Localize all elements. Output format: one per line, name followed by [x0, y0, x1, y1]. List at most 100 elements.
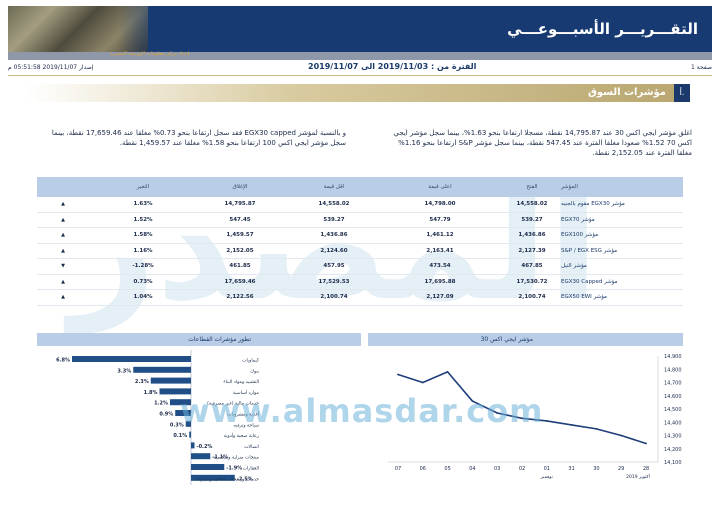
x-group-label: أكتوبر 2019 — [626, 473, 650, 480]
cell-name: مؤشر EGX50 EWI — [561, 294, 607, 301]
egx30-point — [545, 420, 548, 422]
cell-name: مؤشر EGX70 — [561, 216, 595, 223]
sector-bar — [170, 399, 191, 406]
cell-low: 17,529.53 — [318, 278, 350, 285]
x-tick-label: 30 — [593, 466, 599, 472]
sector-value-label: 3.3% — [117, 368, 131, 374]
x-tick-label: 05 — [444, 466, 450, 472]
cell-high: 473.54 — [429, 263, 451, 270]
sector-value-label: -2.5% — [237, 476, 253, 482]
egx30-point — [421, 381, 424, 384]
sector-category-label: رعاية صحية وأدوية — [224, 432, 259, 439]
y-tick-label: 14,400 — [664, 420, 682, 426]
x-tick-label: 31 — [568, 466, 574, 472]
egx30-point — [570, 424, 573, 426]
header-subbar — [8, 52, 712, 60]
report-title: التقـــريـــر الأسبـــوعـــي — [507, 20, 698, 38]
cell-prev: 2,100.74 — [518, 294, 546, 301]
table-row: مؤشر EGX70 539.27 547.79 539.27 547.45 1.52% ▲ — [37, 213, 683, 228]
sector-category-label: العقارات — [243, 467, 259, 472]
cell-name: مؤشر EGX100 — [561, 232, 599, 239]
x-tick-label: 06 — [420, 466, 426, 472]
sector-value-label: -1.1% — [212, 455, 228, 461]
x-tick-label: 28 — [643, 466, 649, 472]
egx30-point — [446, 371, 449, 373]
y-tick-label: 14,100 — [664, 460, 682, 466]
egx30-point — [397, 373, 399, 376]
egx30-point — [471, 400, 474, 402]
sector-value-label: 0.3% — [170, 422, 184, 428]
cell-name: مؤشر النيل — [561, 263, 587, 270]
cell-prev: 1,436.86 — [518, 232, 546, 239]
sector-category-label: سياحة وترفيه — [234, 423, 260, 428]
cell-change: 1.63% — [133, 201, 153, 208]
sector-value-label: -1.9% — [226, 466, 242, 472]
cell-low: 1,436.86 — [320, 232, 348, 239]
cell-low: 2,124.60 — [320, 247, 348, 254]
y-tick-label: 14,500 — [664, 407, 682, 413]
summary-paragraph-left: و بالنسبة لمؤشر EGX30 capped فقد سجل ارت… — [51, 129, 346, 147]
sector-category-label: أغذية ومشروبات — [227, 411, 260, 418]
cell-low: 457.95 — [323, 263, 345, 270]
cell-change: 1.04% — [133, 294, 153, 301]
egx30-point — [595, 427, 598, 430]
header-name: المؤشر — [561, 184, 578, 190]
sector-value-label: 2.3% — [135, 379, 149, 385]
egx30-point — [521, 417, 523, 420]
egx30-panel-title: مؤشر ايجي اكس 30 — [480, 336, 533, 343]
sector-value-label: 0.1% — [173, 433, 187, 439]
header-low: اقل قيمة — [323, 184, 345, 190]
sector-category-label: خدمات مالية (غير مصرفية) — [207, 401, 259, 407]
cell-change: 1.16% — [133, 247, 153, 254]
y-tick-label: 14,300 — [664, 434, 682, 440]
table-row: مؤشر النيل 467.85 473.54 457.95 461.85 -1.28%… — [37, 259, 683, 275]
table-row: مؤشر EGX30 Capped 17,530.72 17,695.88 17,52… — [37, 275, 683, 290]
sector-bar — [191, 453, 211, 460]
header-close: الإغلاق — [232, 184, 248, 190]
cell-close: 14,795.87 — [224, 201, 256, 208]
meta-line: صفحة 1 الفترة من : 2019/11/03 الى 2019/1… — [8, 62, 712, 74]
egx30-panel-header: مؤشر ايجي اكس 30 — [368, 333, 683, 346]
y-tick-label: 14,600 — [664, 394, 682, 400]
sector-value-label: -0.2% — [197, 444, 213, 450]
sector-bar — [159, 388, 191, 395]
cell-close: 547.45 — [229, 216, 251, 223]
sector-bar — [189, 431, 191, 438]
sector-bar — [191, 464, 225, 470]
period-range: الفترة من : 2019/11/03 الى 2019/11/07 — [308, 62, 477, 71]
sector-bar — [175, 410, 191, 416]
egx30-point — [496, 412, 499, 414]
sector-category-label: بنوك — [250, 369, 259, 374]
cell-prev: 14,558.02 — [516, 201, 548, 208]
section-number: أ. — [674, 84, 690, 102]
header-prev: الفتح — [526, 184, 538, 190]
report-header: التقـــريـــر الأسبـــوعـــي — [8, 6, 712, 52]
sector-value-label: 1.2% — [154, 401, 168, 407]
cell-low: 539.27 — [323, 216, 345, 223]
sector-category-label: كيماويات — [242, 358, 260, 364]
x-tick-label: 29 — [618, 466, 624, 472]
sector-category-label: موارد أساسية — [233, 389, 260, 396]
cell-high: 2,127.09 — [426, 294, 454, 301]
sector-category-label: التشييد ومواد البناء — [223, 380, 259, 385]
x-tick-label: 02 — [519, 466, 525, 472]
arrow-up-icon: ▲ — [61, 201, 65, 208]
report-subtitle: إعداد مركز معلومات البورصة المصرية — [110, 51, 190, 57]
y-tick-label: 14,900 — [664, 354, 682, 360]
cell-high: 17,695.88 — [424, 278, 456, 285]
cell-close: 2,152.05 — [226, 247, 254, 254]
y-tick-label: 14,800 — [664, 367, 682, 373]
cell-close: 17,659.46 — [224, 278, 256, 285]
page-number: صفحة 1 — [691, 64, 712, 71]
cell-high: 2,163.41 — [426, 247, 454, 254]
issue-timestamp: إصدار 2019/11/07 05:51:58 م — [8, 64, 94, 71]
sectors-bar-chart: 6.8% كيماويات 3.3% بنوك 2.3% التشييد ومواد ال… — [56, 350, 260, 485]
table-row: مؤشر EGX100 1,436.86 1,461.12 1,436.86 1,459… — [37, 228, 683, 244]
cell-low: 2,100.74 — [320, 294, 348, 301]
sector-bar — [150, 377, 191, 384]
watermark-url: www.almasdar.com — [180, 392, 544, 430]
header-high: اعلى قيمة — [428, 184, 452, 190]
arrow-up-icon: ▲ — [61, 278, 65, 285]
sectors-panel-title: تطور مؤشرات القطاعات — [188, 336, 251, 343]
cell-close: 461.85 — [229, 263, 251, 270]
